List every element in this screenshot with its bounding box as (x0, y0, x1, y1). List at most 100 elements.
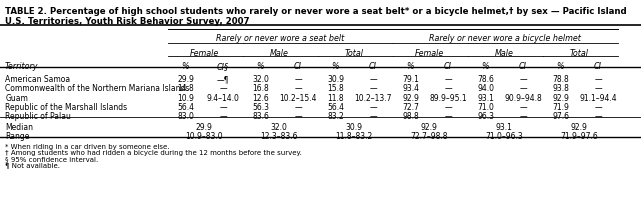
Text: U.S. Territories, Youth Risk Behavior Survey, 2007: U.S. Territories, Youth Risk Behavior Su… (5, 17, 250, 26)
Text: CI: CI (444, 62, 452, 71)
Text: CI: CI (594, 62, 602, 71)
Text: 93.4: 93.4 (402, 84, 419, 93)
Text: —: — (594, 112, 602, 121)
Text: CI: CI (519, 62, 527, 71)
Text: 92.9: 92.9 (552, 93, 569, 102)
Text: 83.2: 83.2 (327, 112, 344, 121)
Text: 56.3: 56.3 (252, 103, 269, 112)
Text: ¶ Not available.: ¶ Not available. (5, 162, 60, 167)
Text: Republic of the Marshall Islands: Republic of the Marshall Islands (5, 103, 128, 112)
Text: —: — (444, 84, 452, 93)
Text: —: — (294, 74, 302, 83)
Text: 16.8: 16.8 (252, 84, 269, 93)
Text: 79.1: 79.1 (402, 74, 419, 83)
Text: —: — (519, 103, 527, 112)
Text: 92.9: 92.9 (421, 122, 438, 131)
Text: —: — (369, 103, 377, 112)
Text: 56.4: 56.4 (327, 103, 344, 112)
Text: —: — (219, 103, 227, 112)
Text: —: — (519, 74, 527, 83)
Text: %: % (332, 62, 339, 71)
Text: CI: CI (294, 62, 302, 71)
Text: %: % (407, 62, 414, 71)
Text: Female: Female (190, 49, 219, 58)
Text: Total: Total (570, 49, 589, 58)
Text: 10.9: 10.9 (177, 93, 194, 102)
Text: —: — (444, 74, 452, 83)
Text: Rarely or never wore a bicycle helmet: Rarely or never wore a bicycle helmet (429, 34, 581, 43)
Text: 71.9: 71.9 (552, 103, 569, 112)
Text: * When riding in a car driven by someone else.: * When riding in a car driven by someone… (5, 143, 170, 149)
Text: Commonwealth of the Northern Mariana Islands: Commonwealth of the Northern Mariana Isl… (5, 84, 190, 93)
Text: 32.0: 32.0 (271, 122, 288, 131)
Text: 78.6: 78.6 (477, 74, 494, 83)
Text: %: % (482, 62, 489, 71)
Text: 15.8: 15.8 (327, 84, 344, 93)
Text: 97.6: 97.6 (552, 112, 569, 121)
Text: 11.8: 11.8 (328, 93, 344, 102)
Text: 10.2–13.7: 10.2–13.7 (354, 93, 392, 102)
Text: 72.7–98.8: 72.7–98.8 (410, 131, 448, 140)
Text: —: — (369, 112, 377, 121)
Text: Guam: Guam (5, 93, 28, 102)
Text: 93.1: 93.1 (496, 122, 513, 131)
Text: TABLE 2. Percentage of high school students who rarely or never wore a seat belt: TABLE 2. Percentage of high school stude… (5, 7, 627, 16)
Text: † Among students who had ridden a bicycle during the 12 months before the survey: † Among students who had ridden a bicycl… (5, 149, 302, 155)
Text: 72.7: 72.7 (402, 103, 419, 112)
Text: American Samoa: American Samoa (5, 74, 71, 83)
Text: 92.9: 92.9 (571, 122, 588, 131)
Text: 94.0: 94.0 (477, 84, 494, 93)
Text: —: — (519, 112, 527, 121)
Text: 93.8: 93.8 (552, 84, 569, 93)
Text: —: — (219, 84, 227, 93)
Text: 96.3: 96.3 (477, 112, 494, 121)
Text: 12.6: 12.6 (252, 93, 269, 102)
Text: —: — (294, 112, 302, 121)
Text: 89.9–95.1: 89.9–95.1 (429, 93, 467, 102)
Text: Male: Male (495, 49, 513, 58)
Text: %: % (557, 62, 564, 71)
Text: 12.3–83.6: 12.3–83.6 (260, 131, 298, 140)
Text: 71.9–97.6: 71.9–97.6 (560, 131, 598, 140)
Text: —: — (294, 84, 302, 93)
Text: 71.0–96.3: 71.0–96.3 (485, 131, 523, 140)
Text: —: — (444, 103, 452, 112)
Text: 56.4: 56.4 (177, 103, 194, 112)
Text: 91.1–94.4: 91.1–94.4 (579, 93, 617, 102)
Text: —: — (369, 74, 377, 83)
Text: 30.9: 30.9 (345, 122, 363, 131)
Text: 11.8–83.2: 11.8–83.2 (336, 131, 373, 140)
Text: Female: Female (415, 49, 444, 58)
Text: —: — (594, 103, 602, 112)
Text: %: % (182, 62, 189, 71)
Text: Territory: Territory (5, 62, 38, 71)
Text: —: — (444, 112, 452, 121)
Text: CI: CI (369, 62, 377, 71)
Text: —¶: —¶ (217, 74, 229, 83)
Text: § 95% confidence interval.: § 95% confidence interval. (5, 155, 98, 161)
Text: CI§: CI§ (217, 62, 229, 71)
Text: —: — (219, 112, 227, 121)
Text: 98.8: 98.8 (402, 112, 419, 121)
Text: 92.9: 92.9 (402, 93, 419, 102)
Text: 90.9–94.8: 90.9–94.8 (504, 93, 542, 102)
Text: 29.9: 29.9 (196, 122, 213, 131)
Text: 29.9: 29.9 (177, 74, 194, 83)
Text: —: — (294, 103, 302, 112)
Text: 83.0: 83.0 (177, 112, 194, 121)
Text: Rarely or never wore a seat belt: Rarely or never wore a seat belt (216, 34, 345, 43)
Text: —: — (594, 74, 602, 83)
Text: 10.9–83.0: 10.9–83.0 (185, 131, 223, 140)
Text: Range: Range (5, 131, 29, 140)
Text: 78.8: 78.8 (552, 74, 569, 83)
Text: 83.6: 83.6 (252, 112, 269, 121)
Text: —: — (594, 84, 602, 93)
Text: 30.9: 30.9 (327, 74, 344, 83)
Text: 14.8: 14.8 (177, 84, 194, 93)
Text: —: — (369, 84, 377, 93)
Text: 32.0: 32.0 (252, 74, 269, 83)
Text: —: — (519, 84, 527, 93)
Text: 71.0: 71.0 (477, 103, 494, 112)
Text: Total: Total (345, 49, 364, 58)
Text: Male: Male (270, 49, 288, 58)
